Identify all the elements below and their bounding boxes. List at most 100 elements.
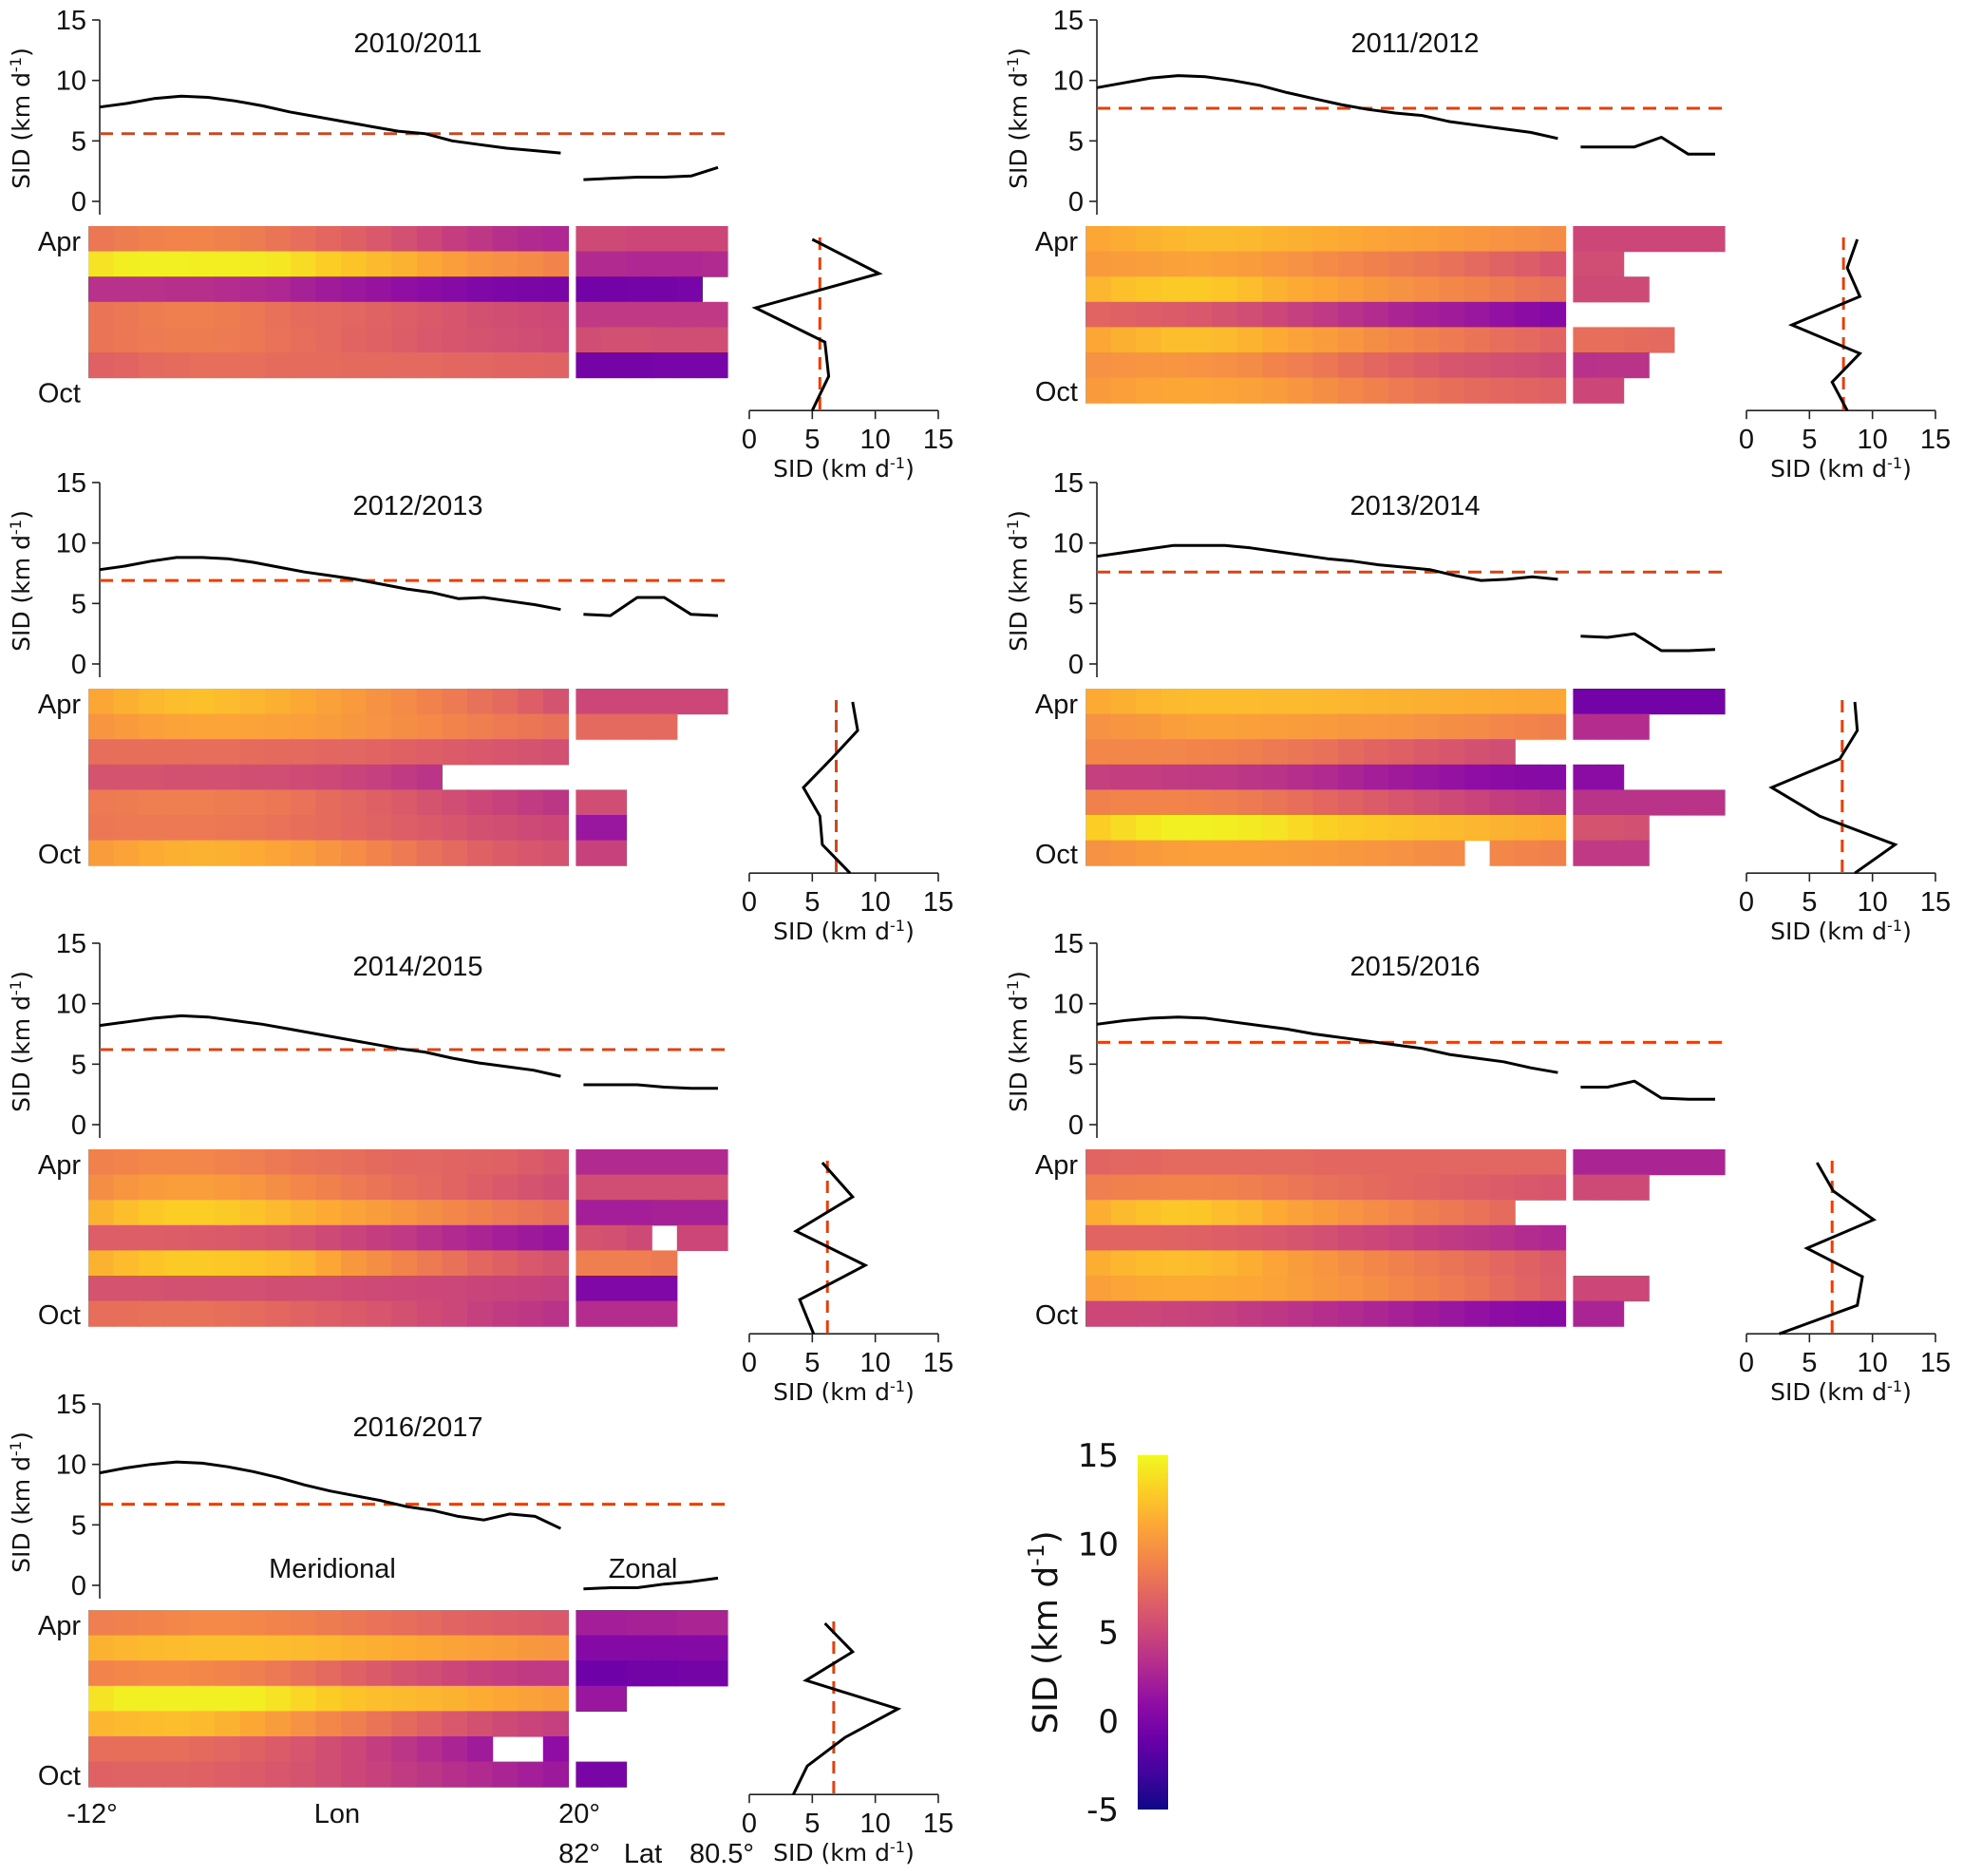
panel-2010-2011: 15 10 5 0 SID (km d-1) 2010/2011 Apr Oct 0 5 10 15 S… — [7, 6, 954, 483]
heatmap-cell-meridional — [518, 840, 544, 866]
heatmap-cell-meridional — [1539, 352, 1566, 379]
heatmap-cell-meridional — [492, 1610, 519, 1637]
heatmap-cell-meridional — [442, 226, 468, 253]
top-y-axis-title: SID (km d-1) — [1004, 971, 1033, 1112]
heatmap-cell-meridional — [1338, 377, 1365, 404]
heatmap-cell-meridional — [1236, 352, 1263, 379]
heatmap-cell-meridional — [189, 1174, 216, 1201]
heatmap-cell-meridional — [239, 1761, 266, 1788]
heatmap-cell-meridional — [88, 1276, 115, 1302]
heatmap-cell-zonal — [651, 1200, 678, 1226]
heatmap-cell-meridional — [1212, 789, 1238, 816]
heatmap-cell-meridional — [290, 1250, 316, 1277]
heatmap-cell-meridional — [366, 1149, 392, 1176]
heatmap-cell-meridional — [1489, 840, 1516, 866]
heatmap-cell-zonal — [576, 1250, 602, 1277]
heatmap-cell-meridional — [341, 1736, 368, 1763]
heatmap-cell-meridional — [442, 713, 468, 740]
heatmap-cell-meridional — [88, 1736, 115, 1763]
heatmap-cell-meridional — [366, 226, 392, 253]
heatmap-cell-meridional — [239, 1660, 266, 1687]
heatmap-cell-meridional — [1136, 1300, 1162, 1327]
heatmap-cell-meridional — [1085, 352, 1112, 379]
heatmap-cell-meridional — [265, 301, 292, 328]
heatmap-cell-meridional — [1212, 352, 1238, 379]
heatmap-cell-meridional — [139, 1250, 165, 1277]
heatmap-cell-meridional — [1212, 1224, 1238, 1251]
heatmap-cell-meridional — [518, 789, 544, 816]
heatmap-cell-meridional — [1363, 1250, 1389, 1277]
heatmap-cell-meridional — [239, 1685, 266, 1712]
heatmap-cell-meridional — [315, 1276, 342, 1302]
heatmap-cell-meridional — [1338, 1224, 1365, 1251]
panel-title: 2013/2014 — [1350, 491, 1480, 521]
heatmap-cell-meridional — [542, 789, 569, 816]
heatmap-cell-meridional — [1110, 1276, 1137, 1302]
heatmap-cell-zonal — [651, 1300, 678, 1327]
heatmap-cell-zonal — [702, 689, 728, 715]
profile-x-axis-title: SID (km d-1) — [1770, 1377, 1912, 1407]
heatmap-cell-meridional — [163, 713, 190, 740]
heatmap-cell-meridional — [1439, 276, 1465, 303]
heatmap-cell-meridional — [1515, 1174, 1541, 1201]
heatmap-cell-meridional — [442, 301, 468, 328]
meridional-sid-line — [99, 1460, 562, 1530]
heatmap-cell-meridional — [1363, 1149, 1389, 1176]
heatmap-cell-zonal — [1623, 815, 1650, 842]
heatmap-cell-meridional — [215, 226, 241, 253]
heatmap-cell-meridional — [315, 226, 342, 253]
heatmap-cell-meridional — [1136, 226, 1162, 253]
heatmap-cell-meridional — [391, 226, 418, 253]
profile-x-tick-label: 15 — [1920, 887, 1951, 918]
heatmap-cell-meridional — [163, 1761, 190, 1788]
heatmap-cell-meridional — [1413, 840, 1440, 866]
heatmap-cell-meridional — [492, 226, 519, 253]
heatmap-cell-meridional — [1312, 327, 1339, 353]
heatmap-cell-meridional — [1489, 764, 1516, 790]
heatmap-cell-zonal — [601, 352, 628, 379]
heatmap-cell-meridional — [492, 1711, 519, 1737]
heatmap-cell-meridional — [1287, 377, 1313, 404]
heatmap-cell-meridional — [492, 840, 519, 866]
heatmap-cell-meridional — [1439, 1300, 1465, 1327]
heatmap-cell-meridional — [467, 739, 494, 766]
heatmap-cell-meridional — [1186, 1276, 1213, 1302]
heatmap-cell-meridional — [113, 1736, 140, 1763]
heatmap-cell-meridional — [492, 1300, 519, 1327]
heatmap-cell-meridional — [315, 276, 342, 303]
heatmap-cell-meridional — [1287, 226, 1313, 253]
heatmap-cell-meridional — [1136, 251, 1162, 277]
lon-max-label: 20° — [558, 1799, 600, 1829]
heatmap-cell-meridional — [265, 1610, 292, 1637]
monthly-sid-profile — [792, 1162, 869, 1335]
heatmap-cell-meridional — [442, 1200, 468, 1226]
heatmap-cell-meridional — [391, 327, 418, 353]
heatmap-cell-meridional — [290, 327, 316, 353]
heatmap-cell-meridional — [518, 1276, 544, 1302]
heatmap-cell-meridional — [1388, 276, 1415, 303]
heatmap-cell-meridional — [1262, 1300, 1289, 1327]
heatmap-cell-zonal — [601, 1635, 628, 1661]
heatmap-cell-meridional — [1262, 789, 1289, 816]
heatmap-cell-zonal — [1649, 1149, 1675, 1176]
heatmap-cell-meridional — [315, 1711, 342, 1737]
heatmap-cell-meridional — [1161, 1174, 1187, 1201]
heatmap-cell-meridional — [492, 1174, 519, 1201]
heatmap-cell-meridional — [1085, 251, 1112, 277]
heatmap-cell-meridional — [442, 1711, 468, 1737]
heatmap-cell-meridional — [139, 1711, 165, 1737]
heatmap-cell-meridional — [1085, 301, 1112, 328]
heatmap-cell-meridional — [341, 713, 368, 740]
heatmap-cell-meridional — [1262, 1200, 1289, 1226]
heatmap-cell-meridional — [1136, 377, 1162, 404]
heatmap-cell-meridional — [265, 713, 292, 740]
heatmap-cell-meridional — [1439, 1276, 1465, 1302]
heatmap-cell-meridional — [467, 1660, 494, 1687]
heatmap-cell-zonal — [702, 352, 728, 379]
heatmap-cell-meridional — [315, 1174, 342, 1201]
top-y-tick-label: 15 — [56, 929, 86, 959]
heatmap-cell-meridional — [290, 840, 316, 866]
heatmap-cell-meridional — [1262, 276, 1289, 303]
heatmap-cell-meridional — [416, 251, 443, 277]
heatmap-cell-meridional — [139, 764, 165, 790]
